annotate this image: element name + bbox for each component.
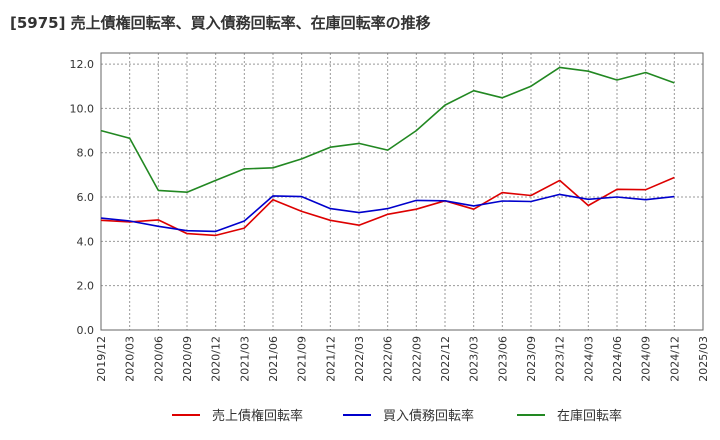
y-tick-label: 6.0 bbox=[77, 191, 95, 204]
x-tick-label: 2023/09 bbox=[525, 336, 538, 382]
series-line-3 bbox=[100, 66, 675, 193]
x-tick-label: 2020/06 bbox=[152, 336, 165, 382]
y-tick-label: 0.0 bbox=[77, 324, 95, 337]
x-tick-label: 2021/12 bbox=[324, 336, 337, 382]
y-tick-label: 12.0 bbox=[70, 58, 95, 71]
x-tick-label: 2020/03 bbox=[124, 336, 137, 382]
x-tick-label: 2022/06 bbox=[382, 336, 395, 382]
x-tick-label: 2024/06 bbox=[611, 336, 624, 382]
x-tick-label: 2023/06 bbox=[496, 336, 509, 382]
x-tick-label: 2020/12 bbox=[210, 336, 223, 382]
x-tick-label: 2024/03 bbox=[582, 336, 595, 382]
x-tick-label: 2021/03 bbox=[238, 336, 251, 382]
plot-area-frame bbox=[100, 52, 704, 331]
x-tick-label: 2025/03 bbox=[697, 336, 710, 382]
x-tick-label: 2023/12 bbox=[554, 336, 567, 382]
x-axis: 2019/12 2020/03 2020/06 2020/09 2020/12 2021/… bbox=[95, 336, 710, 382]
x-tick-label: 2021/09 bbox=[296, 336, 309, 382]
x-tick-label: 2020/09 bbox=[181, 336, 194, 382]
x-tick-label: 2019/12 bbox=[95, 336, 108, 382]
y-tick-label: 8.0 bbox=[77, 147, 95, 160]
x-tick-label: 2023/03 bbox=[468, 336, 481, 382]
y-axis: 0.0 2.0 4.0 6.0 8.0 10.0 12.0 bbox=[70, 58, 95, 337]
legend: 売上債権回転率 買入債務回転率 在庫回転率 bbox=[172, 408, 622, 424]
x-tick-label: 2024/09 bbox=[640, 336, 653, 382]
x-tick-label: 2024/12 bbox=[668, 336, 681, 382]
legend-label: 在庫回転率 bbox=[557, 408, 622, 424]
legend-label: 売上債権回転率 bbox=[212, 408, 303, 424]
y-tick-label: 2.0 bbox=[77, 280, 95, 293]
x-tick-label: 2022/09 bbox=[410, 336, 423, 382]
x-tick-label: 2022/03 bbox=[353, 336, 366, 382]
legend-label: 買入債務回転率 bbox=[383, 408, 474, 424]
y-tick-label: 10.0 bbox=[70, 102, 95, 115]
series-lines bbox=[100, 66, 675, 237]
series-line-2 bbox=[100, 193, 675, 233]
x-tick-label: 2021/06 bbox=[267, 336, 280, 382]
chart-title: [5975] 売上債権回転率、買入債務回転率、在庫回転率の推移 bbox=[10, 14, 431, 32]
x-tick-label: 2022/12 bbox=[439, 336, 452, 382]
y-tick-label: 4.0 bbox=[77, 235, 95, 248]
